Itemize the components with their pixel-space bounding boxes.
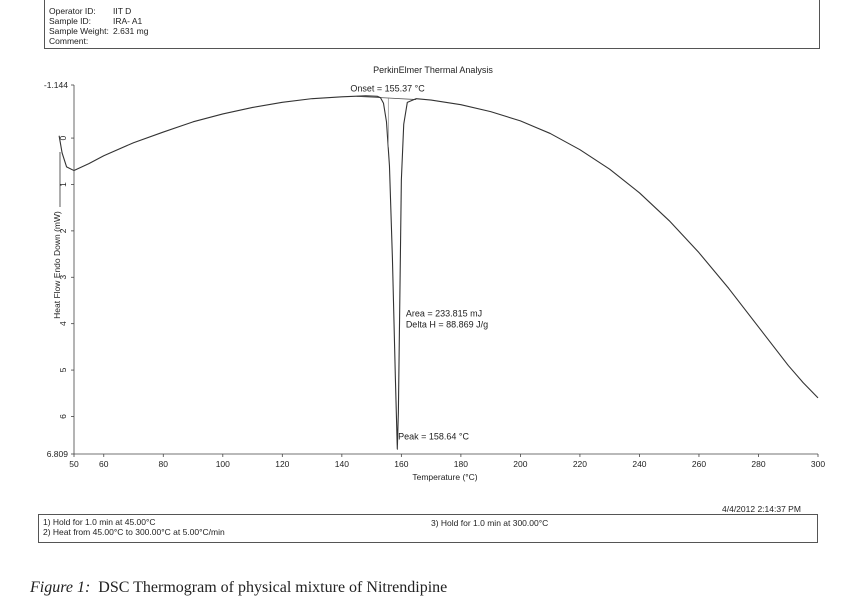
annotation-label: Area = 233.815 mJ (406, 309, 482, 319)
method-step-3: 3) Hold for 1.0 min at 300.00°C (431, 518, 549, 528)
y-tick-label: 4 (58, 321, 68, 326)
x-tick-label: 60 (99, 459, 109, 469)
y-tick-label: 6 (58, 414, 68, 419)
x-tick-label: 260 (692, 459, 706, 469)
x-tick-label: 200 (513, 459, 527, 469)
x-axis-label: Temperature (°C) (412, 472, 477, 482)
x-tick-label: 240 (632, 459, 646, 469)
x-tick-label: 140 (335, 459, 349, 469)
y-tick-label: 2 (58, 228, 68, 233)
chart-title: PerkinElmer Thermal Analysis (373, 65, 493, 75)
y-tick-label: 3 (58, 275, 68, 280)
sample-id-label: Sample ID: (49, 16, 92, 26)
x-tick-label: 120 (275, 459, 289, 469)
timestamp: 4/4/2012 2:14:37 PM (722, 504, 801, 514)
x-tick-label: 220 (573, 459, 587, 469)
y-tick-label: 0 (58, 135, 68, 140)
baseline-line (356, 95, 417, 100)
y-axis-label: Heat Flow Endo Down (mW) (52, 211, 62, 319)
annotation-label: Peak = 158.64 °C (398, 432, 469, 442)
x-tick-label: 100 (216, 459, 230, 469)
y-tick-label: -1.144 (44, 80, 68, 90)
x-tick-label: 280 (751, 459, 765, 469)
figure-caption-label: Figure 1: (30, 579, 91, 596)
sample-info-box: Operator ID: IIT D Sample ID: IRA- A1 Samp… (44, 0, 820, 49)
operator-id-label: Operator ID: (49, 6, 96, 16)
chart-marks: Onset = 155.37 °C Area = 233.815 mJDelta … (58, 84, 819, 450)
operator-id-row: Operator ID: IIT D (49, 6, 131, 16)
y-tick-label: 6.809 (47, 449, 69, 459)
sample-id-row: Sample ID: IRA- A1 (49, 16, 142, 26)
figure-caption: Figure 1: DSC Thermogram of physical mix… (30, 579, 447, 597)
x-tick-label: 160 (394, 459, 408, 469)
annotation-label: Delta H = 88.869 J/g (406, 319, 488, 329)
method-step-2: 2) Heat from 45.00°C to 300.00°C at 5.00… (43, 527, 225, 537)
heat-flow-series-line (58, 95, 819, 450)
x-tick-label: 180 (454, 459, 468, 469)
y-tick-label: 5 (58, 367, 68, 372)
figure-caption-text: DSC Thermogram of physical mixture of Ni… (98, 579, 448, 596)
sample-weight-row: Sample Weight: 2.631 mg (49, 26, 148, 36)
sample-weight-value: 2.631 mg (113, 26, 149, 36)
sample-weight-label: Sample Weight: (49, 26, 109, 36)
sample-id-value: IRA- A1 (113, 16, 143, 26)
annotation-label: Onset = 155.37 °C (350, 84, 425, 94)
x-tick-label: 50 (69, 459, 79, 469)
method-steps-box: 1) Hold for 1.0 min at 45.00°C 2) Heat f… (38, 514, 818, 543)
comment-label: Comment: (49, 36, 89, 46)
x-tick-label: 80 (159, 459, 169, 469)
operator-id-value: IIT D (113, 6, 132, 16)
y-tick-label: 1 (58, 182, 68, 187)
chart-axes: 50 60 80 100 120 140 160 180 200 220 240 260 280 300-… (44, 80, 825, 469)
x-tick-label: 300 (811, 459, 825, 469)
comment-row: Comment: (49, 36, 113, 46)
method-step-1: 1) Hold for 1.0 min at 45.00°C (43, 517, 156, 527)
